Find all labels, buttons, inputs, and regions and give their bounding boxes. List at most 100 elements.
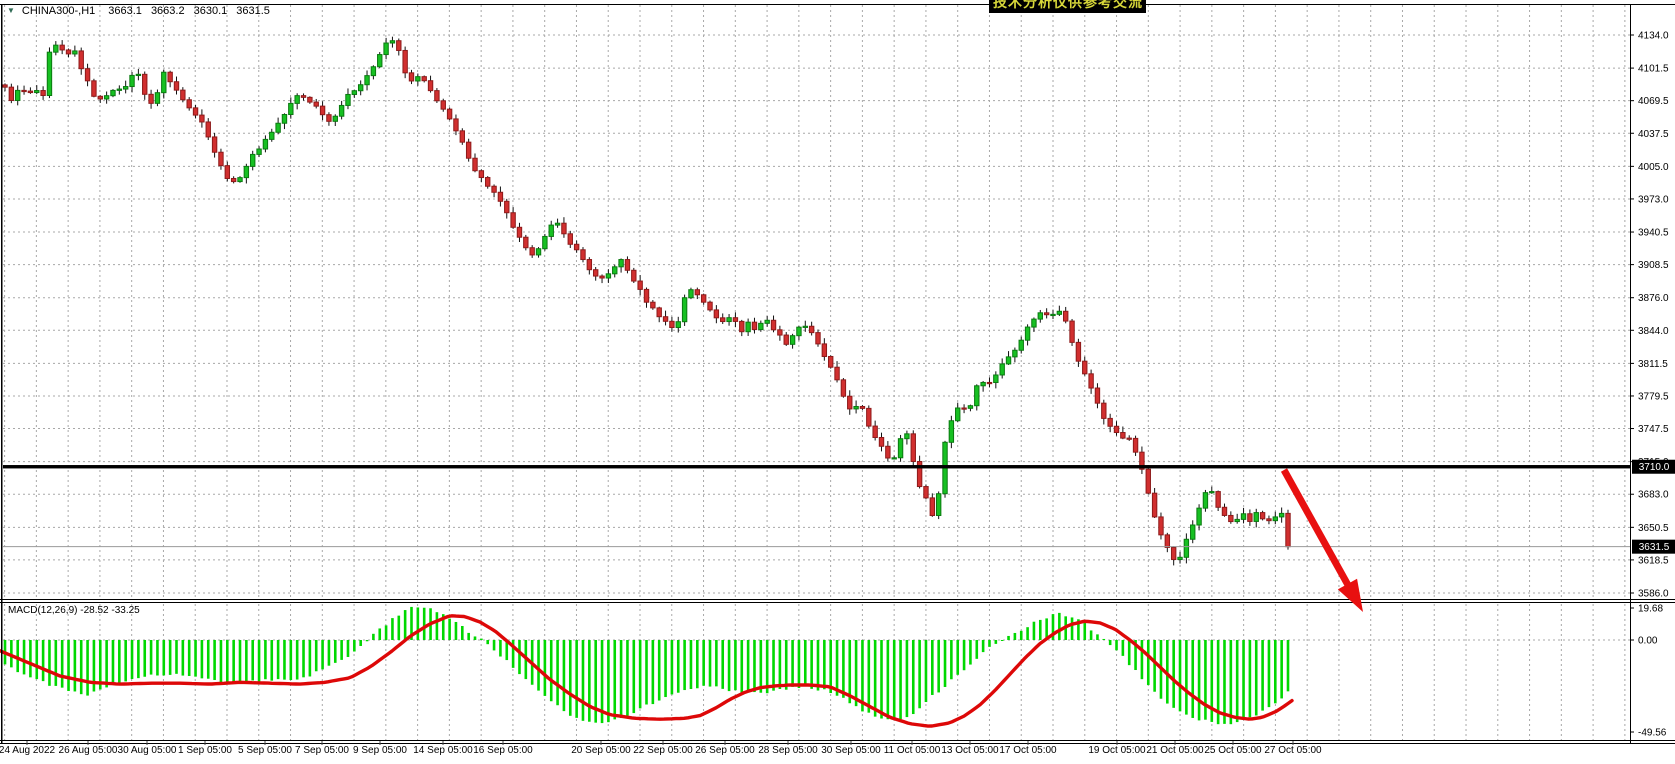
- macd-histogram-bar: [696, 640, 699, 689]
- macd-histogram-bar: [162, 640, 166, 676]
- macd-histogram-bar: [638, 640, 642, 709]
- candle-bullish: [1005, 356, 1012, 365]
- macd-histogram-bar: [1280, 640, 1283, 699]
- candle-bearish: [1069, 320, 1075, 343]
- candle-bearish: [300, 95, 307, 98]
- candle-bullish: [726, 317, 732, 323]
- candle-bullish: [294, 95, 300, 104]
- axis-separator-line: [0, 740, 1675, 741]
- chevron-down-icon[interactable]: ▼: [7, 6, 15, 15]
- candle-bullish: [1183, 538, 1190, 558]
- candle-bullish: [154, 92, 161, 104]
- candle-bullish: [281, 114, 288, 124]
- macd-histogram-bar: [54, 640, 58, 686]
- macd-histogram-bar: [1019, 630, 1023, 640]
- panel-separator-line: [0, 599, 1675, 600]
- candle-bearish: [586, 259, 593, 271]
- macd-tick-label: -49.56: [1638, 728, 1667, 739]
- price-tick-label: 4101.5: [1638, 64, 1669, 75]
- price-tick-label: 3586.0: [1638, 589, 1669, 600]
- macd-histogram-bar: [981, 640, 985, 653]
- candle-bullish: [262, 138, 269, 150]
- candle-bearish: [650, 301, 656, 309]
- candle-bearish: [1221, 506, 1228, 516]
- candle-bearish: [1266, 518, 1272, 522]
- macd-histogram-bar: [823, 640, 826, 690]
- macd-histogram-bar: [1178, 640, 1182, 712]
- macd-histogram-bar: [543, 640, 547, 696]
- macd-histogram-bar: [1013, 632, 1017, 640]
- candle-bearish: [504, 200, 510, 214]
- macd-histogram-bar: [245, 640, 248, 683]
- macd-histogram-bar: [911, 640, 915, 715]
- macd-histogram-bar: [143, 640, 147, 677]
- macd-histogram-bar: [270, 640, 274, 681]
- candle-bullish: [243, 165, 250, 179]
- candle-bullish: [1018, 339, 1024, 351]
- chart-header: ▼ CHINA300-,H1 3663.1 3663.2 3630.1 3631…: [7, 5, 272, 17]
- candle-bearish: [732, 317, 739, 322]
- macd-histogram-bar: [1140, 640, 1144, 680]
- candle-bearish: [326, 114, 332, 122]
- macd-histogram-bar: [194, 640, 197, 677]
- symbol-period-label: CHINA300-,H1: [21, 5, 96, 17]
- macd-histogram-bar: [1248, 640, 1252, 718]
- macd-histogram-bar: [880, 640, 883, 719]
- candle-bullish: [618, 259, 624, 268]
- macd-histogram-bar: [1045, 618, 1048, 640]
- macd-histogram-bar: [645, 640, 648, 705]
- candle-bearish: [961, 407, 967, 410]
- candle-bullish: [370, 66, 377, 77]
- macd-histogram-bar: [1083, 623, 1087, 640]
- macd-histogram-bar: [492, 640, 496, 651]
- macd-histogram-bar: [765, 640, 769, 694]
- macd-histogram-bar: [778, 640, 782, 689]
- candle-bearish: [929, 497, 936, 516]
- candle-bearish: [478, 170, 485, 179]
- macd-histogram-bar: [1096, 634, 1099, 640]
- macd-histogram-bar: [67, 640, 70, 692]
- macd-histogram-bar: [664, 640, 667, 698]
- time-tick-label: 13 Oct 05:00: [941, 745, 999, 756]
- candle-bearish: [694, 289, 701, 296]
- candle-bearish: [669, 320, 675, 329]
- quote-close: 3631.5: [236, 5, 270, 17]
- candle-bearish: [21, 89, 27, 93]
- price-tick-label: 3844.0: [1638, 326, 1669, 337]
- macd-histogram-bar: [461, 626, 464, 640]
- candle-bearish: [827, 355, 834, 368]
- candle-bullish: [764, 319, 770, 324]
- macd-histogram-bar: [359, 640, 362, 646]
- candle-bullish: [275, 122, 281, 133]
- candle-bearish: [1132, 437, 1139, 453]
- candle-bearish: [1228, 514, 1234, 523]
- quote-high: 3663.2: [150, 5, 185, 17]
- candle-bearish: [1107, 417, 1113, 427]
- price-tick-label: 3650.5: [1638, 523, 1669, 534]
- candle-bearish: [459, 130, 466, 143]
- candle-bearish: [656, 307, 662, 318]
- arrow-shaft[interactable]: [1280, 468, 1356, 595]
- candle-bearish: [59, 44, 65, 51]
- macd-histogram-bar: [689, 640, 693, 690]
- macd-histogram-bar: [473, 636, 477, 640]
- candle-bullish: [250, 153, 256, 167]
- candle-bearish: [199, 114, 205, 123]
- candle-bearish: [1139, 451, 1145, 470]
- macd-histogram-bar: [340, 640, 343, 660]
- macd-histogram-bar: [905, 640, 909, 718]
- candle-bearish: [8, 86, 15, 101]
- macd-histogram-bar: [581, 640, 585, 721]
- macd-histogram-bar: [740, 640, 744, 693]
- candle-bullish: [897, 438, 904, 459]
- macd-histogram-bar: [613, 640, 617, 720]
- arrow-head[interactable]: [1337, 578, 1363, 612]
- candle-bullish: [345, 93, 351, 106]
- candle-bullish: [53, 44, 59, 53]
- clipped-watermark-banner: 技术分析仅供参考交流: [989, 0, 1146, 13]
- horizontal-trendline-3710[interactable]: [3, 465, 1630, 469]
- macd-histogram-bar: [969, 640, 972, 665]
- candle-bearish: [180, 89, 186, 101]
- macd-histogram-bar: [575, 640, 578, 718]
